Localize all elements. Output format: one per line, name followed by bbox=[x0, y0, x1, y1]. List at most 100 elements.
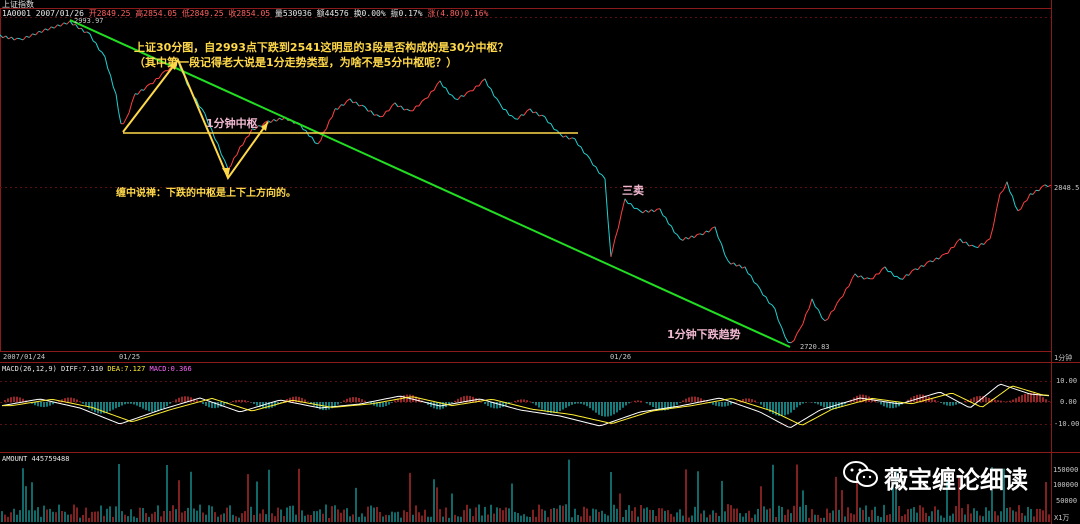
price-segment bbox=[705, 230, 710, 233]
price-segment bbox=[32, 33, 36, 36]
price-segment bbox=[224, 160, 229, 169]
annotation-trend: 1分钟下跌趋势 bbox=[667, 328, 741, 341]
price-segment bbox=[836, 298, 841, 304]
price-segment bbox=[562, 135, 567, 138]
price-segment bbox=[691, 235, 695, 239]
price-segment bbox=[78, 27, 82, 30]
amount-tick-1: 150000 bbox=[1053, 466, 1079, 474]
price-segment bbox=[230, 157, 235, 166]
price-segment bbox=[824, 318, 829, 322]
macd-dea-value: DEA:7.127 bbox=[107, 365, 146, 373]
price-segment bbox=[577, 144, 582, 148]
price-segment bbox=[92, 40, 97, 44]
price-segment bbox=[793, 333, 798, 341]
price-segment bbox=[523, 110, 528, 116]
price-segment bbox=[201, 108, 206, 115]
price-segment bbox=[682, 237, 687, 241]
macd-diff-value: DIFF:7.310 bbox=[61, 365, 104, 373]
price-segment bbox=[598, 172, 603, 176]
price-segment bbox=[805, 308, 810, 315]
price-segment bbox=[439, 80, 444, 88]
price-segment bbox=[550, 123, 555, 130]
price-segment bbox=[607, 220, 612, 257]
price-segment bbox=[811, 298, 816, 307]
macd-dea-line bbox=[2, 385, 1050, 426]
price-segment bbox=[19, 38, 24, 41]
close-value: 收2854.05 bbox=[228, 9, 271, 18]
price-segment bbox=[860, 275, 865, 280]
price-segment bbox=[38, 30, 43, 33]
price-segment bbox=[457, 95, 462, 100]
price-segment bbox=[908, 270, 913, 276]
price-segment bbox=[977, 243, 982, 248]
price-segment bbox=[158, 73, 163, 79]
price-segment bbox=[60, 22, 65, 27]
price-segment bbox=[125, 112, 130, 120]
price-segment bbox=[1041, 184, 1046, 188]
price-segment bbox=[472, 85, 477, 92]
price-segment bbox=[679, 238, 684, 241]
price-segment bbox=[376, 114, 381, 118]
annotation-title-line2: （其中第一段记得老大说是1分走势类型，为啥不是5分中枢呢？） bbox=[134, 56, 458, 69]
price-series bbox=[0, 20, 1052, 344]
price-segment bbox=[890, 271, 895, 277]
price-segment bbox=[636, 208, 641, 212]
price-segment bbox=[508, 114, 513, 117]
price-segment bbox=[276, 117, 280, 122]
price-segment bbox=[115, 93, 119, 112]
price-segment bbox=[610, 238, 616, 257]
price-segment bbox=[747, 273, 752, 277]
period-label[interactable]: 1分钟 bbox=[1054, 354, 1073, 362]
price-segment bbox=[592, 164, 597, 168]
price-segment bbox=[317, 140, 322, 145]
price-segment bbox=[346, 98, 351, 102]
price-segment bbox=[774, 308, 779, 321]
price-segment bbox=[445, 87, 450, 95]
price-segment bbox=[81, 27, 85, 33]
macd-diff-line bbox=[1, 383, 1050, 428]
price-segment bbox=[839, 295, 844, 300]
price-segment bbox=[802, 313, 807, 324]
price-segment bbox=[245, 135, 250, 139]
price-segment bbox=[502, 108, 507, 111]
price-segment bbox=[104, 56, 109, 69]
macd-header: MACD(26,12,9) DIFF:7.310 DEA:7.127 MACD:… bbox=[2, 364, 192, 374]
price-segment bbox=[821, 317, 826, 322]
price-segment bbox=[941, 253, 946, 256]
price-segment bbox=[741, 266, 746, 269]
price-segment bbox=[1017, 208, 1022, 212]
price-segment bbox=[866, 277, 871, 280]
price-segment bbox=[418, 100, 423, 107]
price-segment bbox=[799, 323, 804, 330]
price-segment bbox=[28, 33, 33, 38]
price-segment bbox=[971, 244, 976, 248]
price-segment bbox=[370, 110, 375, 116]
price-segment bbox=[323, 128, 327, 133]
price-segment bbox=[532, 111, 537, 114]
price-segment bbox=[394, 102, 399, 108]
price-segment bbox=[630, 203, 635, 209]
price-segment bbox=[442, 86, 447, 89]
price-segment bbox=[517, 114, 522, 120]
annotation-title-line1: 上证30分图，自2993点下跌到2541这明显的3段是否构成的是30分中枢？ bbox=[134, 41, 509, 54]
price-segment bbox=[466, 90, 471, 93]
price-segment bbox=[881, 266, 886, 270]
price-segment bbox=[261, 122, 266, 127]
price-segment bbox=[595, 166, 600, 174]
price-segment bbox=[902, 274, 907, 280]
price-segment bbox=[730, 262, 734, 265]
price-segment bbox=[204, 113, 209, 124]
volume-value: 量530936 bbox=[274, 9, 312, 18]
price-segment bbox=[1038, 186, 1043, 192]
price-segment bbox=[929, 260, 934, 263]
price-segment bbox=[768, 302, 773, 306]
price-segment bbox=[947, 247, 952, 254]
price-segment bbox=[589, 158, 594, 166]
price-segment bbox=[505, 109, 510, 116]
price-segment bbox=[914, 268, 919, 271]
macd-macd-value: MACD:0.366 bbox=[149, 365, 192, 373]
price-segment bbox=[688, 235, 692, 240]
price-segment bbox=[118, 111, 122, 124]
price-segment bbox=[668, 223, 672, 227]
price-segment bbox=[493, 95, 498, 100]
